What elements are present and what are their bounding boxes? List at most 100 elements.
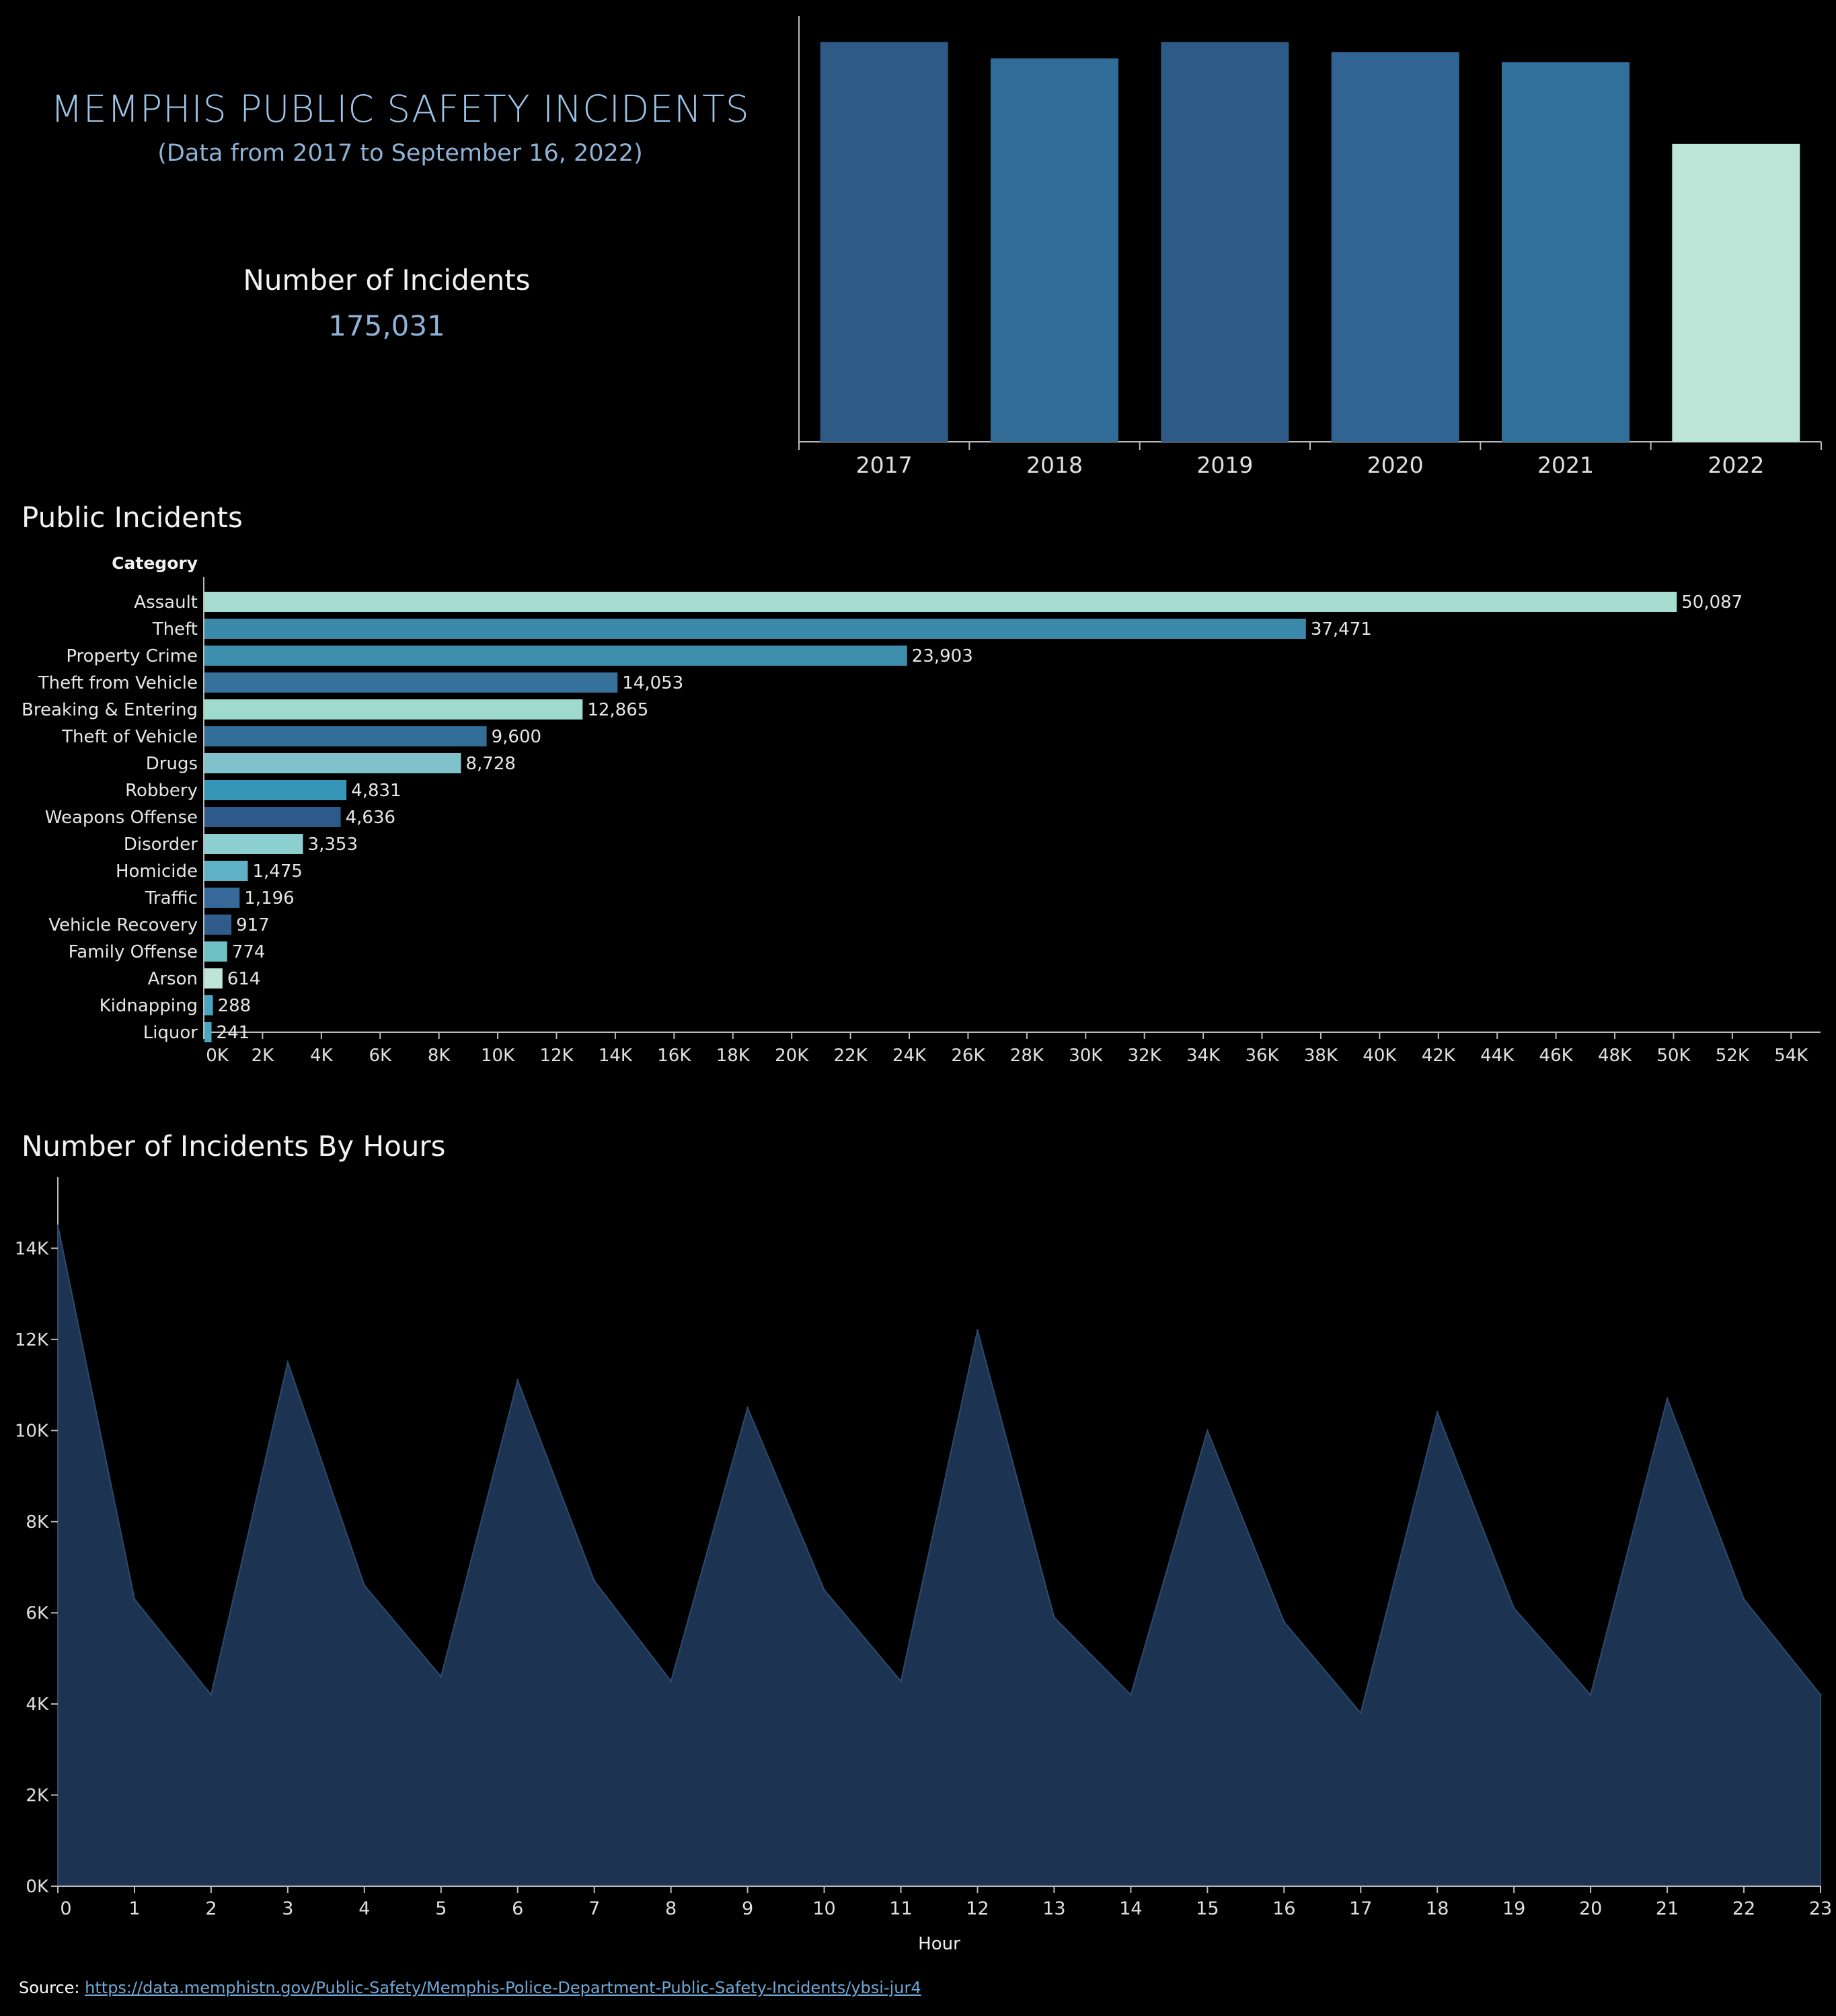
x-tick-label: 10 [812,1898,835,1919]
category-bar [204,672,618,693]
category-bar [204,807,341,827]
category-value-label: 14,053 [622,673,683,693]
category-value-label: 3,353 [308,835,358,855]
x-tick-label: 8 [665,1898,677,1919]
x-tick-label: 42K [1422,1046,1456,1066]
x-tick-label: 14 [1119,1898,1142,1919]
hour-point [1666,1397,1669,1400]
y-tick-label: 4K [26,1695,49,1715]
category-bar [204,753,461,773]
year-label: 2022 [1708,452,1764,478]
hour-point [1053,1616,1055,1619]
category-label: Disorder [124,835,198,855]
kpi-value: 175,031 [328,309,445,342]
y-tick-label: 14K [15,1239,49,1259]
category-label: Drugs [146,754,198,774]
x-tick-label: 12K [539,1046,574,1066]
y-tick-label: 2K [26,1785,49,1806]
x-tick-label: 14K [599,1046,633,1066]
category-label: Liquor [143,1023,198,1043]
x-tick-label: 48K [1598,1046,1632,1066]
public-incidents-chart: Category Assault 50,087 Theft 37,471 Property… [22,553,1821,1066]
x-tick-label: 16 [1272,1898,1295,1919]
category-label: Theft [152,619,198,639]
category-bar [204,834,303,854]
category-value-label: 23,903 [912,646,973,666]
hour-point [1283,1621,1285,1623]
x-tick-label: 22 [1732,1898,1755,1919]
x-tick-label: 6 [512,1898,523,1919]
x-tick-label: 30K [1069,1046,1103,1066]
category-label: Weapons Offense [45,808,198,828]
category-value-label: 774 [232,942,266,962]
y-tick-label: 6K [26,1603,49,1623]
x-tick-label: 20 [1579,1898,1602,1919]
category-bar [204,861,248,881]
category-bar [204,726,487,746]
y-tick-label: 10K [15,1421,49,1441]
y-tick-label: 0K [26,1877,49,1897]
category-bar [204,646,907,666]
x-tick-label: 32K [1128,1046,1162,1066]
x-tick-label: 2 [205,1898,217,1919]
category-value-label: 288 [218,996,252,1016]
dashboard-title: MEMPHIS PUBLIC SAFETY INCIDENTS [50,87,750,130]
x-tick-label: 8K [428,1046,451,1066]
incidents-by-hours-title: Number of Incidents By Hours [22,1130,446,1163]
hour-point [1513,1607,1515,1610]
year-label: 2018 [1026,452,1083,478]
x-tick-label: 13 [1042,1898,1065,1919]
category-value-label: 4,636 [346,808,395,828]
x-tick-label: 38K [1304,1046,1338,1066]
hour-point [900,1680,903,1682]
category-label: Homicide [116,861,198,882]
year-bar [991,58,1118,442]
x-tick-label: 6K [369,1046,392,1066]
x-tick-label: 36K [1245,1046,1279,1066]
category-value-label: 1,475 [252,861,302,882]
x-tick-label: 22K [834,1046,868,1066]
year-bar [820,42,948,442]
hour-area [57,1225,1821,1887]
category-value-label: 9,600 [492,727,541,747]
x-tick-label: 18 [1426,1898,1449,1919]
category-label: Traffic [145,888,198,908]
hour-point [823,1589,826,1592]
category-value-label: 4,831 [351,781,401,801]
kpi-label: Number of Incidents [243,264,531,297]
x-tick-label: 44K [1480,1046,1515,1066]
hour-point [1129,1693,1132,1696]
category-bar [204,915,232,935]
hour-point [56,1224,59,1227]
x-tick-label: 34K [1186,1046,1221,1066]
hour-point [1743,1598,1745,1600]
category-bar [204,592,1677,612]
year-label: 2020 [1367,452,1424,478]
x-tick-label: 9 [742,1898,753,1919]
hour-point [440,1675,443,1678]
category-bar [204,780,347,800]
x-tick-label: 12 [966,1898,989,1919]
hour-point [1206,1429,1209,1432]
x-tick-label: 21 [1656,1898,1679,1919]
category-label: Theft of Vehicle [61,727,198,747]
hour-point [1359,1712,1362,1714]
x-tick-label: 52K [1716,1046,1750,1066]
category-bar [204,941,227,962]
category-header: Category [112,553,198,573]
hour-point [286,1361,289,1364]
category-value-label: 8,728 [465,754,515,774]
dashboard-subtitle: (Data from 2017 to September 16, 2022) [157,140,643,167]
incidents-by-year-chart: 2017 2018 2019 2020 2021 2022 [798,16,1822,478]
hour-point [593,1580,596,1582]
x-tick-label: 10K [481,1046,515,1066]
x-tick-label: 1 [128,1898,140,1919]
hour-point [1436,1411,1439,1413]
x-tick-label: 2K [252,1046,275,1066]
x-tick-label: 0 [60,1898,71,1919]
hour-point [1819,1693,1822,1696]
category-bar [204,995,213,1015]
source-link[interactable]: https://data.memphistn.gov/Public-Safety… [85,1978,921,1997]
year-label: 2019 [1196,452,1253,478]
year-label: 2017 [856,452,913,478]
